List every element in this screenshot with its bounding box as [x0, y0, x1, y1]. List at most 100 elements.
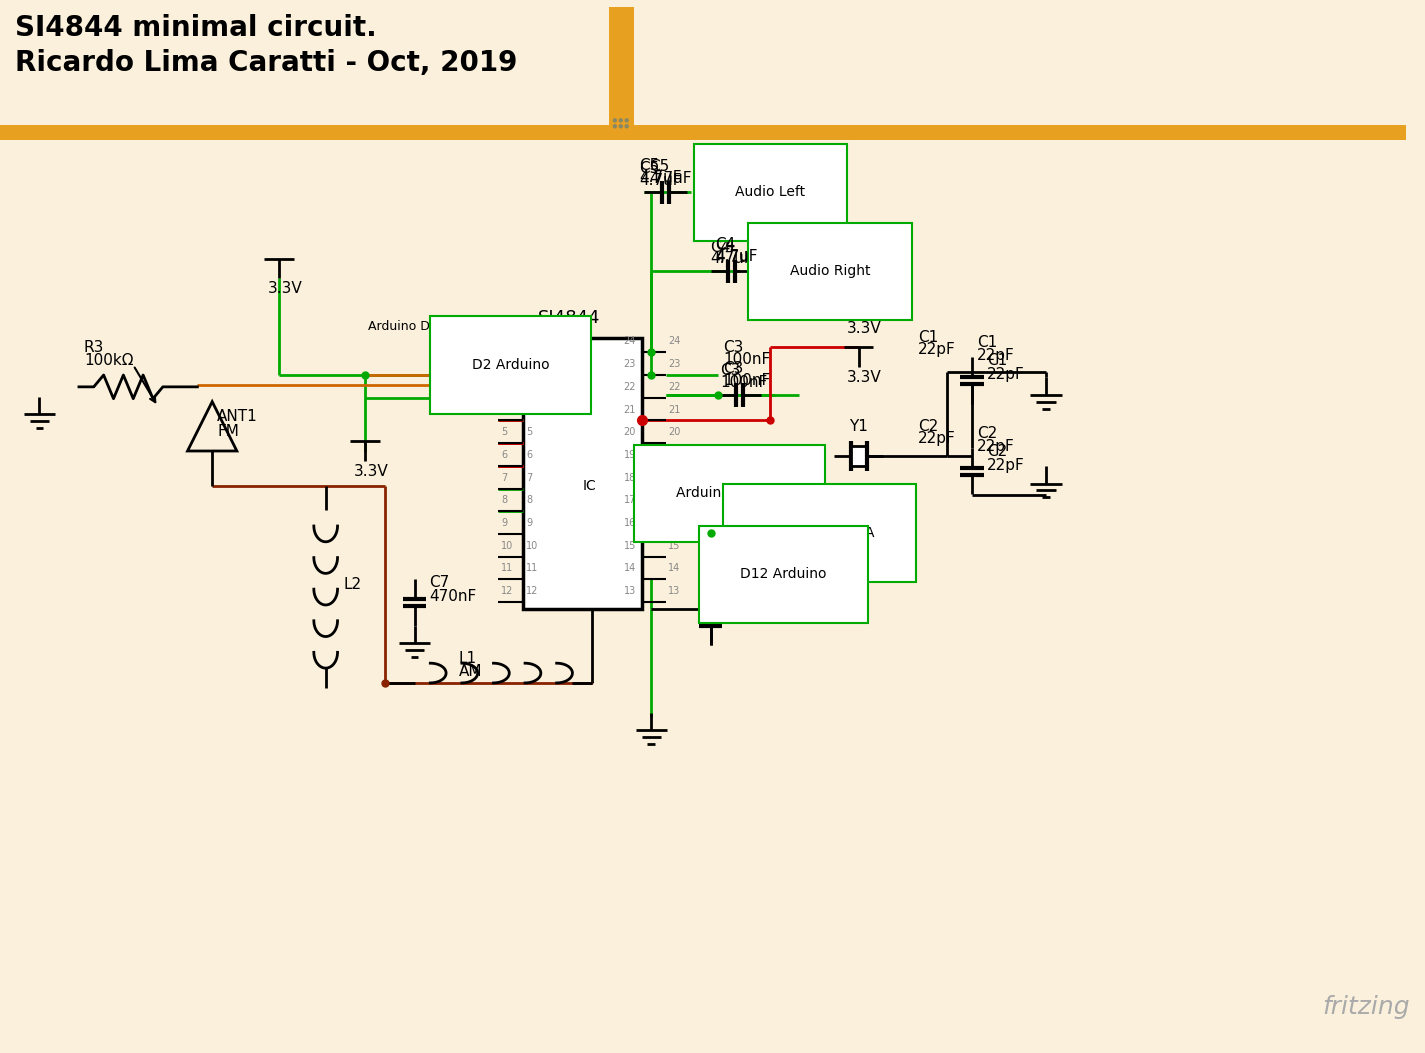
Text: 3.3V: 3.3V	[353, 463, 388, 479]
Text: 18: 18	[624, 473, 636, 482]
Text: 24: 24	[668, 336, 681, 346]
Circle shape	[620, 125, 623, 127]
Text: 21: 21	[624, 404, 636, 415]
Text: 19: 19	[668, 450, 680, 460]
Polygon shape	[611, 7, 631, 26]
Text: C4: C4	[715, 237, 735, 252]
Text: 7: 7	[502, 473, 507, 482]
Text: C1: C1	[918, 331, 938, 345]
Text: 5: 5	[502, 428, 507, 437]
Text: C5: C5	[640, 158, 660, 173]
Text: C2: C2	[988, 444, 1007, 459]
Text: 17: 17	[668, 495, 681, 505]
Text: 9: 9	[526, 518, 532, 528]
Text: 100nF: 100nF	[724, 373, 771, 388]
Text: C4: C4	[715, 238, 735, 253]
FancyBboxPatch shape	[0, 125, 1406, 140]
Text: 6: 6	[526, 450, 532, 460]
Text: IC: IC	[583, 479, 596, 494]
Text: 22pF: 22pF	[978, 439, 1015, 454]
Text: 3: 3	[526, 382, 532, 392]
Text: C7: C7	[429, 575, 449, 590]
Bar	[851, 446, 866, 465]
Text: 16: 16	[668, 518, 680, 528]
Text: R3: R3	[84, 340, 104, 355]
Text: 1: 1	[502, 336, 507, 346]
Text: 22pF: 22pF	[988, 366, 1025, 382]
Text: 100nF: 100nF	[721, 375, 768, 390]
Text: 9: 9	[502, 518, 507, 528]
Text: 3.3V: 3.3V	[846, 370, 882, 385]
Text: C3: C3	[724, 361, 744, 376]
Text: 3.3V: 3.3V	[846, 320, 882, 336]
Text: C6: C6	[725, 595, 745, 610]
Text: 8: 8	[502, 495, 507, 505]
Text: 7: 7	[526, 473, 533, 482]
Text: AM: AM	[459, 664, 483, 679]
Text: FM: FM	[217, 424, 239, 439]
Text: 11: 11	[502, 563, 513, 574]
Text: 5: 5	[526, 428, 533, 437]
Text: L1: L1	[459, 651, 477, 667]
Text: Audio Right: Audio Right	[789, 264, 871, 278]
Text: ANT1: ANT1	[217, 410, 258, 424]
Text: 15: 15	[624, 540, 636, 551]
FancyBboxPatch shape	[0, 7, 1406, 131]
Text: 100nF: 100nF	[724, 352, 771, 367]
Text: 24: 24	[624, 336, 636, 346]
Text: C5: C5	[640, 161, 660, 176]
Text: 22: 22	[624, 382, 636, 392]
Text: SI4844 minimal circuit.: SI4844 minimal circuit.	[14, 15, 376, 42]
Circle shape	[613, 125, 617, 127]
Text: 10: 10	[502, 540, 513, 551]
Text: 22: 22	[668, 382, 681, 392]
Text: 1: 1	[526, 336, 532, 346]
Text: Ricardo Lima Caratti - Oct, 2019: Ricardo Lima Caratti - Oct, 2019	[14, 49, 517, 77]
Text: 2: 2	[526, 359, 533, 370]
Text: 10: 10	[526, 540, 539, 551]
Text: 14: 14	[668, 563, 680, 574]
Text: 17: 17	[624, 495, 636, 505]
Text: 4.7uF: 4.7uF	[650, 171, 693, 185]
Text: 4.7uF: 4.7uF	[640, 170, 683, 184]
Text: C3: C3	[721, 363, 741, 378]
Text: 4.7uF: 4.7uF	[715, 250, 758, 264]
Text: C2: C2	[918, 419, 938, 434]
Text: 22pF: 22pF	[978, 349, 1015, 363]
Text: fritzing: fritzing	[1322, 994, 1411, 1018]
Text: 3: 3	[502, 382, 507, 392]
Text: D12 Arduino: D12 Arduino	[740, 568, 826, 581]
Text: Y1: Y1	[849, 419, 868, 434]
Circle shape	[626, 125, 628, 127]
Text: 12: 12	[502, 587, 514, 596]
Text: 11: 11	[526, 563, 539, 574]
Text: 23: 23	[624, 359, 636, 370]
Text: 23: 23	[668, 359, 681, 370]
Text: 470nF: 470nF	[429, 589, 476, 604]
Text: 19: 19	[624, 450, 636, 460]
Text: 18: 18	[668, 473, 680, 482]
Text: 4.7uF: 4.7uF	[640, 173, 683, 187]
Text: 15: 15	[668, 540, 681, 551]
Text: 20: 20	[624, 428, 636, 437]
Text: Arduino D2 (Interrupt): Arduino D2 (Interrupt)	[368, 320, 506, 333]
Text: C1: C1	[978, 335, 997, 351]
Circle shape	[626, 119, 628, 122]
Text: C4: C4	[711, 240, 731, 255]
Text: L2: L2	[343, 577, 362, 592]
Text: 100kΩ: 100kΩ	[84, 353, 134, 369]
Text: 3.3V: 3.3V	[268, 281, 302, 296]
Circle shape	[620, 119, 623, 122]
Text: 21: 21	[668, 404, 681, 415]
Text: C1: C1	[988, 353, 1007, 369]
Text: 20: 20	[668, 428, 681, 437]
Text: 8: 8	[526, 495, 532, 505]
Text: C5: C5	[650, 159, 670, 174]
Text: C3: C3	[724, 340, 744, 355]
Text: 13: 13	[668, 587, 680, 596]
Text: 13: 13	[624, 587, 636, 596]
Text: 12: 12	[526, 587, 539, 596]
Text: 100nF: 100nF	[725, 609, 772, 623]
Text: 4: 4	[502, 404, 507, 415]
Text: 6: 6	[502, 450, 507, 460]
